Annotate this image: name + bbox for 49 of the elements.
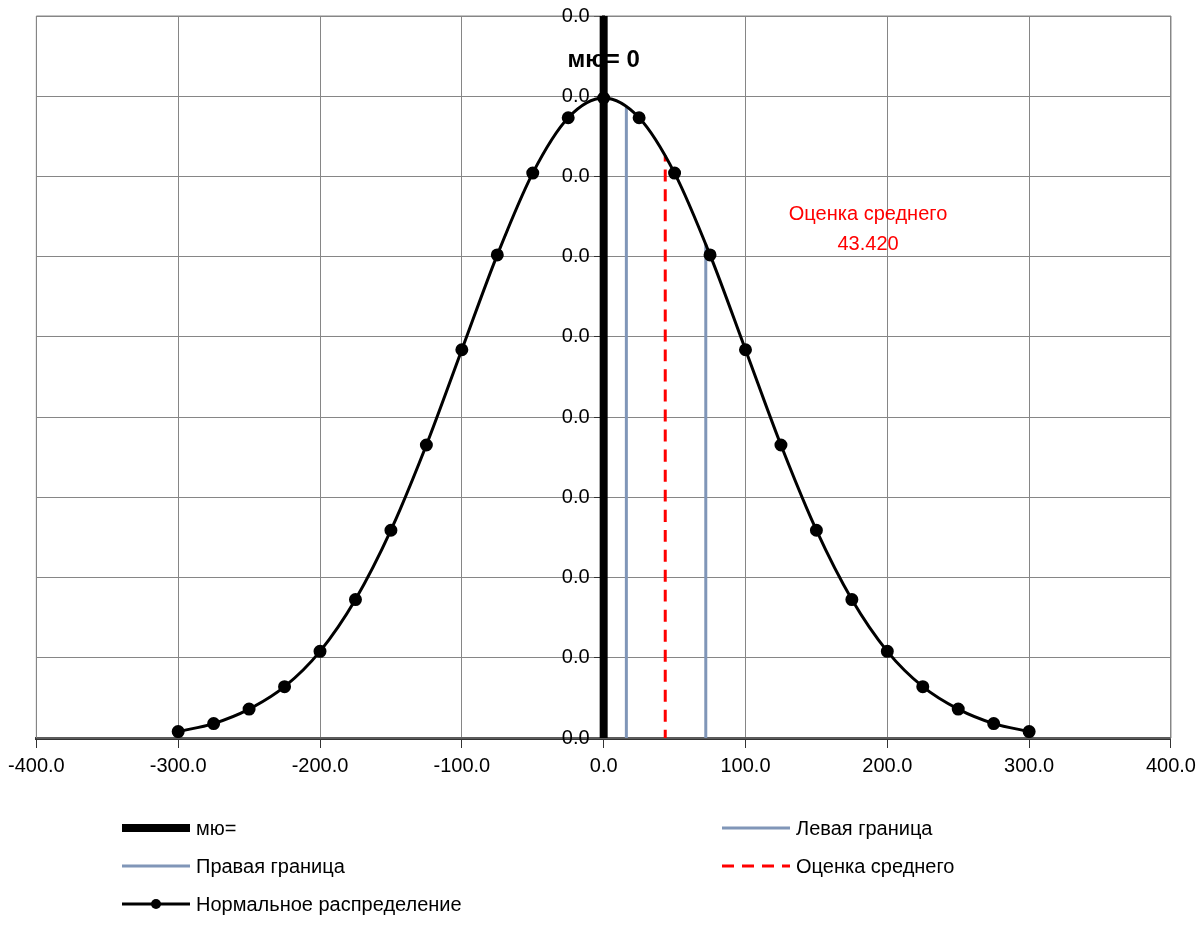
x-tick-label: 400.0	[1145, 753, 1197, 776]
point	[703, 248, 717, 262]
y-tick-label: 0.0	[561, 404, 590, 427]
x-tick-label: -200.0	[291, 753, 349, 776]
point	[490, 248, 504, 262]
legend-label: Нормальное распределение	[196, 892, 462, 916]
x-tick-label: -300.0	[149, 753, 207, 776]
point	[951, 702, 965, 716]
x-tick-label: 0.0	[589, 753, 618, 776]
point	[738, 343, 752, 357]
annotation: Оценка среднего 43.420	[788, 201, 948, 254]
y-tick-label: 0.0	[561, 484, 590, 507]
point	[1022, 725, 1036, 738]
legend-label: Оценка среднего	[796, 854, 955, 878]
y-tick-label: 0.0	[561, 324, 590, 347]
x-tick-label: -400.0	[8, 753, 65, 776]
x-tick-label: -100.0	[433, 753, 491, 776]
y-tick-label: 0.0	[561, 83, 590, 106]
y-tick-label: 0.0	[561, 565, 590, 588]
point	[987, 717, 1001, 731]
point	[207, 717, 221, 731]
x-tick-label: 200.0	[862, 753, 913, 776]
point	[880, 644, 894, 658]
x-tick-label: 100.0	[720, 753, 771, 776]
legend-label: Левая граница	[796, 816, 933, 840]
point	[668, 166, 682, 180]
point	[809, 523, 823, 537]
point	[171, 725, 185, 738]
point	[455, 343, 469, 357]
point	[348, 593, 362, 607]
legend-label: Правая граница	[196, 854, 345, 878]
y-tick-label: 0.0	[561, 163, 590, 186]
point	[242, 702, 256, 716]
y-tick-label: 0.0	[561, 3, 590, 26]
point	[845, 593, 859, 607]
point	[774, 438, 788, 452]
x-tick-label: 300.0	[1004, 753, 1055, 776]
y-tick-label: 0.0	[561, 645, 590, 668]
point	[916, 680, 930, 694]
point	[526, 166, 540, 180]
point	[597, 91, 611, 105]
point	[632, 111, 646, 125]
point	[561, 111, 575, 125]
point	[278, 680, 292, 694]
legend-label: мю=	[196, 816, 237, 840]
point	[419, 438, 433, 452]
point	[384, 523, 398, 537]
point	[313, 644, 327, 658]
y-tick-label: 0.0	[561, 244, 590, 267]
